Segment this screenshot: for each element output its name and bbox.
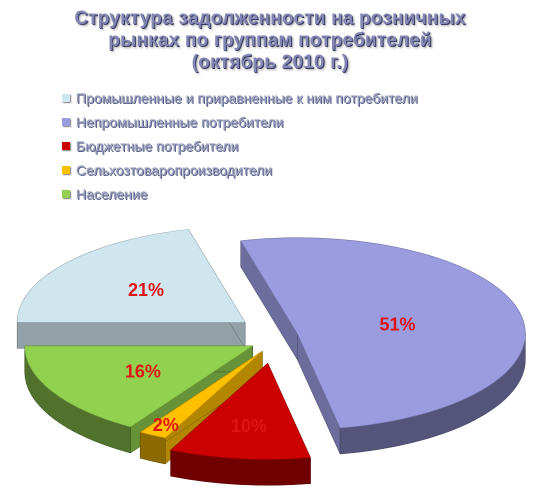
chart-title-line-1: Структура задолженности на розничных	[74, 8, 466, 29]
legend-label-agricultural: Сельхозтоваропроизводители	[76, 162, 273, 178]
legend-swatch-industrial	[62, 94, 70, 102]
pie-slice-top-population	[24, 345, 254, 428]
legend-swatch-population	[62, 190, 70, 198]
pie-slice-top-industrial	[16, 229, 246, 323]
pie-slice-wall-industrial-start	[16, 322, 246, 349]
pie-slice-top-budget	[170, 362, 311, 460]
legend-item-agricultural: Сельхозтоваропроизводители	[62, 158, 532, 182]
pie-slice-non-industrial	[240, 237, 526, 455]
pie-slice-top-agricultural	[139, 350, 263, 439]
legend-label-non-industrial: Непромышленные потребители	[76, 114, 284, 130]
pie-slice-budget	[170, 362, 311, 486]
legend-item-population: Население	[62, 182, 532, 206]
pie-label-non-industrial: 51%	[379, 314, 415, 334]
chart-title-line-2: рынках по группам потребителей	[108, 30, 432, 51]
pie-label-budget: 10%	[231, 416, 267, 436]
legend-label-budget: Бюджетные потребители	[76, 138, 239, 154]
chart-title: Структура задолженности на розничных рын…	[40, 8, 500, 74]
legend-label-population: Население	[76, 186, 148, 202]
legend-swatch-non-industrial	[62, 118, 70, 126]
pie-slices: 21% 51% 10% 2% 16%	[16, 228, 526, 486]
pie-label-industrial: 21%	[128, 280, 164, 300]
pie-slice-top-non-industrial	[240, 237, 526, 429]
legend-label-industrial: Промышленные и приравненные к ним потреб…	[76, 90, 418, 106]
legend-swatch-agricultural	[62, 166, 70, 174]
chart-legend: Промышленные и приравненные к ним потреб…	[62, 86, 532, 206]
legend-item-budget: Бюджетные потребители	[62, 134, 532, 158]
legend-item-non-industrial: Непромышленные потребители	[62, 110, 532, 134]
pie-label-population: 16%	[125, 361, 161, 381]
pie-slice-industrial	[16, 228, 246, 350]
pie-label-agricultural: 2%	[153, 415, 179, 435]
chart-title-line-3: (октябрь 2010 г.)	[191, 52, 349, 73]
legend-item-industrial: Промышленные и приравненные к ним потреб…	[62, 86, 532, 110]
legend-swatch-budget	[62, 142, 70, 150]
